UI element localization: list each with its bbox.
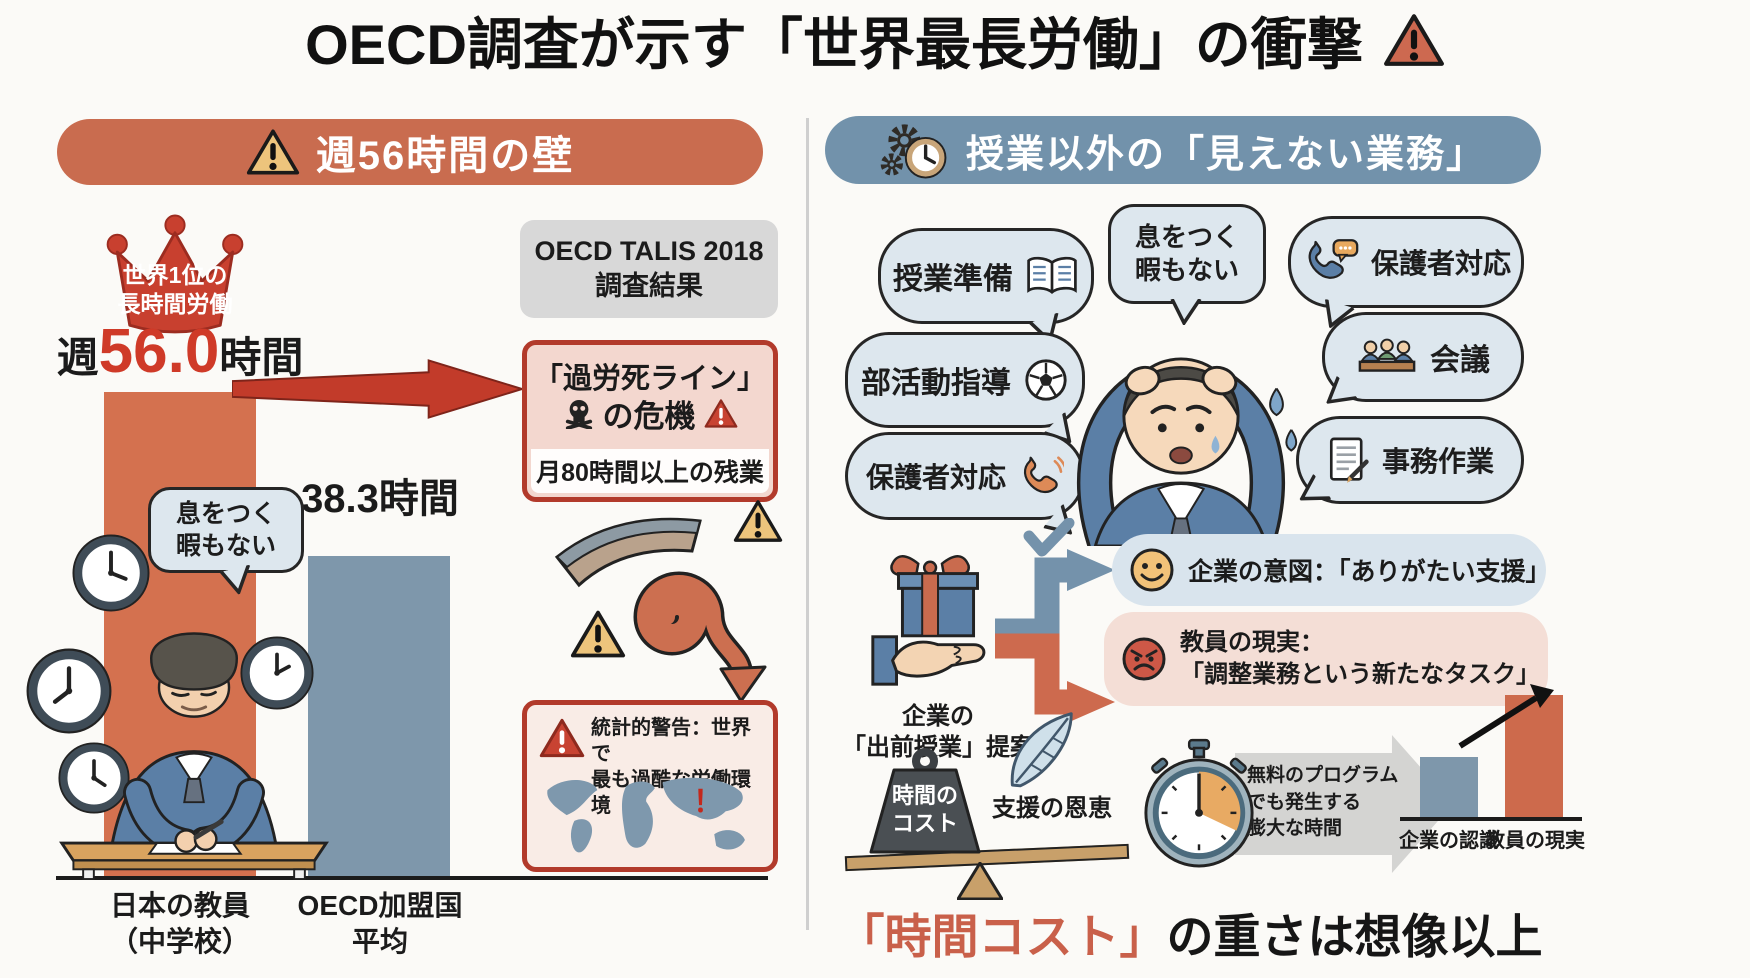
page-title-row: OECD調査が示す「世界最長労働」の衝撃 <box>0 0 1750 80</box>
meeting-icon <box>1356 335 1418 379</box>
clock-icon <box>72 534 150 612</box>
right-panel-title: 授業以外の「見えない業務」 <box>965 133 1486 176</box>
stopwatch-note-text: 無料のプログラム でも発生する 膨大な時間 <box>1247 765 1399 840</box>
stressed-teacher-illustration <box>1048 290 1314 546</box>
oecd-value-label: 38.3時間 <box>301 477 459 521</box>
teacher-reality-pill: 教員の現実： 「調整業務という新たなタスク」 <box>1104 612 1548 706</box>
bar-baseline <box>56 876 768 880</box>
mini-chart-company-bar <box>1420 757 1478 817</box>
oecd-bar <box>308 556 450 878</box>
gears-clock-icon <box>880 121 950 179</box>
headline-accent: 「時間コスト」 <box>837 910 1167 963</box>
gift-caption: 企業の 「出前授業」提案 <box>842 703 1034 761</box>
stat-warning-box: 統計的警告：世界で 最も過酷な労働環境 ！ <box>522 700 778 872</box>
warning-triangle-icon <box>539 717 585 759</box>
soccer-ball-icon <box>1023 357 1069 403</box>
weight-icon: 時間の コスト <box>858 748 992 858</box>
karoshi-footer: 月80時間以上の残業 <box>531 449 769 493</box>
feather-icon <box>995 706 1093 795</box>
bubble-tail <box>219 564 251 596</box>
clock-icon <box>58 742 130 814</box>
panel-divider <box>806 118 809 930</box>
red-arrow-icon <box>232 358 527 420</box>
mini-chart-teacher-bar <box>1505 695 1563 817</box>
phone-chat-icon <box>1301 238 1359 286</box>
right-panel-header: 授業以外の「見えない業務」 <box>825 116 1541 184</box>
japan-bar-label: 日本の教員 （中学校） <box>109 890 250 957</box>
karoshi-subtitle-row: の危機 <box>527 391 773 436</box>
bottom-headline: 「時間コスト」の重さは想像以上 <box>820 898 1560 967</box>
warning-triangle-icon <box>1383 12 1445 68</box>
bubble-tail <box>1170 299 1202 325</box>
karoshi-title: 「過労死ライン」 <box>533 363 766 395</box>
karoshi-warning-box: 「過労死ライン」 の危機 月80時間以上の残業 <box>522 340 778 502</box>
headline-rest: の重さは想像以上 <box>1166 910 1543 963</box>
task-bubble-paperwork: 事務作業 <box>1296 416 1524 504</box>
task-bubble-no-breath: 息をつく 暇もない <box>1108 204 1266 325</box>
feather-label: 支援の恩恵 <box>992 795 1112 822</box>
branch-arrows-icon <box>995 518 1125 730</box>
company-intent-pill: 企業の意図：「ありがたい支援」 <box>1112 534 1551 606</box>
task-bubble-parent-calls: 保護者対応 <box>1288 216 1524 330</box>
angry-face-icon <box>1120 635 1168 683</box>
downward-spiral-arrow-icon <box>545 505 790 705</box>
task-bubble-club-coaching: 部活動指導 <box>845 332 1085 444</box>
left-panel-title: 週56時間の壁 <box>315 134 575 178</box>
warning-triangle-icon <box>246 127 300 177</box>
crown-icon: 世界1位の 長時間労働 <box>98 203 252 355</box>
left-panel-header: 週56時間の壁 <box>57 119 763 185</box>
task-bubble-meetings: 会議 <box>1322 312 1524 405</box>
page-title: OECD調査が示す「世界最長労働」の衝撃 <box>305 12 1363 76</box>
clock-icon <box>26 648 112 734</box>
oecd-bar-label: OECD加盟国 平均 <box>297 890 463 957</box>
mini-chart-company-label: 企業の認識 <box>1399 830 1499 852</box>
gift-in-hand-icon <box>858 540 1018 698</box>
stopwatch-icon <box>1140 738 1258 872</box>
document-pencil-icon <box>1326 435 1370 485</box>
skull-crossbones-icon <box>563 399 595 429</box>
warning-triangle-icon <box>704 398 738 429</box>
smiley-face-icon <box>1128 546 1176 594</box>
growth-arrow-icon <box>1452 682 1562 754</box>
task-bubble-parent-calls-2: 保護者対応 <box>845 432 1085 536</box>
tired-teacher-at-desk-illustration <box>48 598 340 880</box>
japan-alert-marker: ！ <box>693 786 723 819</box>
japan-value-label: 週56.0時間 <box>56 317 304 386</box>
seesaw-fulcrum <box>957 862 1003 900</box>
talis-source-box: OECD TALIS 2018 調査結果 <box>520 220 778 318</box>
warning-triangle-icon <box>570 608 626 660</box>
teacher-reality-text: 教員の現実： 「調整業務という新たなタスク」 <box>1180 628 1540 688</box>
bubble-tail <box>1324 299 1355 330</box>
phone-icon <box>1018 456 1064 496</box>
world-map-icon: ！ <box>535 771 767 863</box>
warning-triangle-icon <box>733 498 783 544</box>
crown-badge-text: 世界1位の 長時間労働 <box>117 262 233 318</box>
open-book-icon <box>1025 256 1079 296</box>
weight-label: 時間の コスト <box>891 783 958 837</box>
karoshi-subtitle: の危機 <box>602 399 696 434</box>
clock-icon <box>240 636 314 710</box>
mini-chart-baseline <box>1400 817 1582 821</box>
breath-speech-bubble: 息をつく 暇もない <box>148 487 304 596</box>
bubble-tail <box>1325 376 1358 405</box>
mini-chart-teacher-label: 教員の現実 <box>1485 830 1585 852</box>
company-intent-text: 企業の意図：「ありがたい支援」 <box>1188 558 1551 586</box>
bubble-tail <box>1298 474 1331 501</box>
